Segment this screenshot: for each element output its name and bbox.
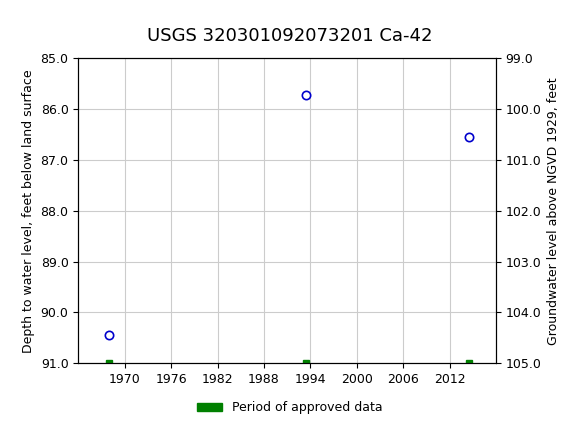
Y-axis label: Depth to water level, feet below land surface: Depth to water level, feet below land su…	[22, 69, 35, 353]
Text: USGS 320301092073201 Ca-42: USGS 320301092073201 Ca-42	[147, 27, 433, 45]
Text: USGS: USGS	[67, 14, 122, 31]
Legend: Period of approved data: Period of approved data	[192, 396, 388, 419]
Y-axis label: Groundwater level above NGVD 1929, feet: Groundwater level above NGVD 1929, feet	[547, 77, 560, 344]
